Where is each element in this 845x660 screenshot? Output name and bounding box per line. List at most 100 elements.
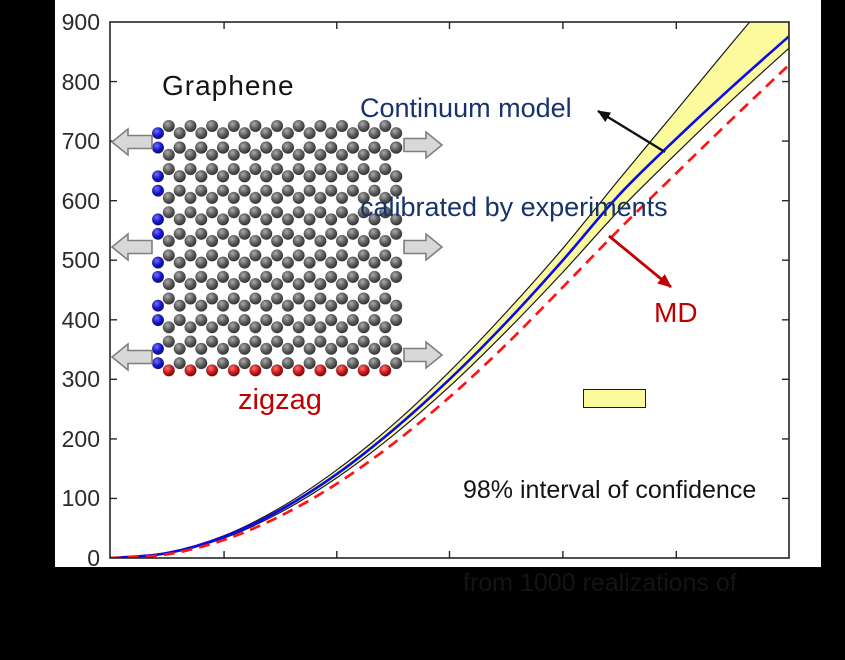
carbon-atom: [314, 119, 327, 133]
carbon-atom: [303, 127, 316, 140]
carbon-atom: [368, 127, 381, 140]
carbon-atom: [357, 163, 370, 176]
carbon-atom: [281, 357, 295, 370]
carbon-atom: [390, 270, 403, 284]
carbon-atom: [206, 335, 219, 348]
carbon-atom: [249, 278, 262, 291]
carbon-atom: [368, 270, 381, 284]
carbon-atom: [325, 184, 338, 197]
carbon-atom: [379, 321, 392, 334]
carbon-atom: [325, 213, 338, 226]
confidence-band-legend-swatch: [583, 389, 646, 408]
continuum-label-line2: calibrated by experiments: [360, 192, 668, 222]
carbon-atom: [271, 119, 284, 133]
carbon-atom: [260, 213, 273, 226]
left-tension-arrow-icon: [110, 232, 153, 262]
carbon-atom: [303, 357, 316, 370]
carbon-atom: [325, 342, 338, 355]
carbon-atom: [184, 249, 197, 262]
carbon-atom: [314, 163, 327, 176]
carbon-atom: [249, 206, 262, 219]
carbon-atom: [346, 141, 360, 154]
curve-md: [110, 63, 789, 558]
y-tick-label: 400: [61, 306, 100, 333]
carbon-atom: [303, 227, 316, 240]
carbon-atom: [162, 335, 175, 348]
carbon-atom: [227, 191, 240, 204]
carbon-atom: [314, 278, 327, 291]
carbon-atom: [216, 270, 230, 284]
carbon-atom: [271, 278, 284, 291]
carbon-atom: [379, 278, 392, 291]
y-tick-label: 900: [61, 9, 100, 35]
carbon-atom: [346, 170, 360, 183]
carbon-atom: [162, 148, 175, 161]
carbon-atom: [260, 256, 273, 269]
carbon-atom: [303, 299, 316, 312]
carbon-atom: [303, 184, 316, 197]
tension-arrows: [110, 127, 444, 372]
carbon-atom: [260, 357, 273, 370]
carbon-atom: [206, 292, 219, 305]
carbon-atom: [346, 270, 360, 284]
carbon-atom: [379, 335, 392, 348]
carbon-atom: [184, 163, 197, 176]
carbon-atom: [195, 227, 208, 240]
carbon-atom: [195, 314, 208, 327]
carbon-atom: [303, 342, 316, 355]
carbon-atom: [379, 148, 392, 161]
carbon-atom: [173, 141, 186, 154]
carbon-atom: [335, 148, 349, 161]
y-tick-label: 200: [61, 425, 100, 452]
carbon-atom: [184, 335, 197, 348]
left-edge-atom: [151, 342, 165, 355]
carbon-atom: [281, 141, 295, 154]
carbon-atom: [216, 184, 230, 197]
continuum-label-line1: Continuum model: [360, 93, 572, 123]
carbon-atom: [216, 357, 230, 370]
carbon-atom: [184, 119, 197, 133]
carbon-atom: [271, 148, 284, 161]
carbon-atom: [346, 127, 360, 140]
continuum-annotation-arrow: [597, 109, 666, 154]
left-edge-atom: [151, 213, 165, 226]
carbon-atom: [314, 249, 327, 262]
carbon-atom: [357, 191, 370, 204]
graphene-lattice: [151, 119, 403, 377]
zigzag-edge-label: zigzag: [238, 384, 322, 416]
carbon-atom: [238, 299, 251, 312]
carbon-atom: [216, 170, 230, 183]
carbon-atom: [216, 213, 230, 226]
carbon-atom: [162, 292, 175, 305]
carbon-atom: [206, 278, 219, 291]
carbon-atom: [238, 357, 251, 370]
carbon-atom: [173, 299, 186, 312]
carbon-atom: [281, 342, 295, 355]
carbon-atom: [271, 335, 284, 348]
carbon-atom: [238, 342, 251, 355]
y-tick-label: 0: [87, 545, 100, 571]
carbon-atom: [368, 184, 381, 197]
carbon-atom: [346, 342, 360, 355]
carbon-atom: [206, 163, 219, 176]
zigzag-edge-atom: [314, 364, 327, 377]
carbon-atom: [357, 206, 370, 219]
carbon-atom: [357, 119, 370, 133]
carbon-atom: [238, 127, 251, 140]
carbon-atom: [227, 119, 240, 133]
ci-label-line1: 98% interval of confidence: [463, 476, 757, 504]
inset-title: Graphene: [162, 70, 295, 101]
carbon-atom: [346, 213, 360, 226]
carbon-atom: [227, 278, 240, 291]
carbon-atom: [195, 256, 208, 269]
carbon-atom: [184, 292, 197, 305]
carbon-atom: [281, 127, 295, 140]
carbon-atom: [368, 357, 381, 370]
carbon-atom: [314, 148, 327, 161]
carbon-atom: [292, 148, 305, 161]
annotation-arrows: [597, 109, 672, 289]
zigzag-edge-atom: [206, 364, 219, 377]
carbon-atom: [357, 335, 370, 348]
carbon-atom: [379, 206, 392, 219]
